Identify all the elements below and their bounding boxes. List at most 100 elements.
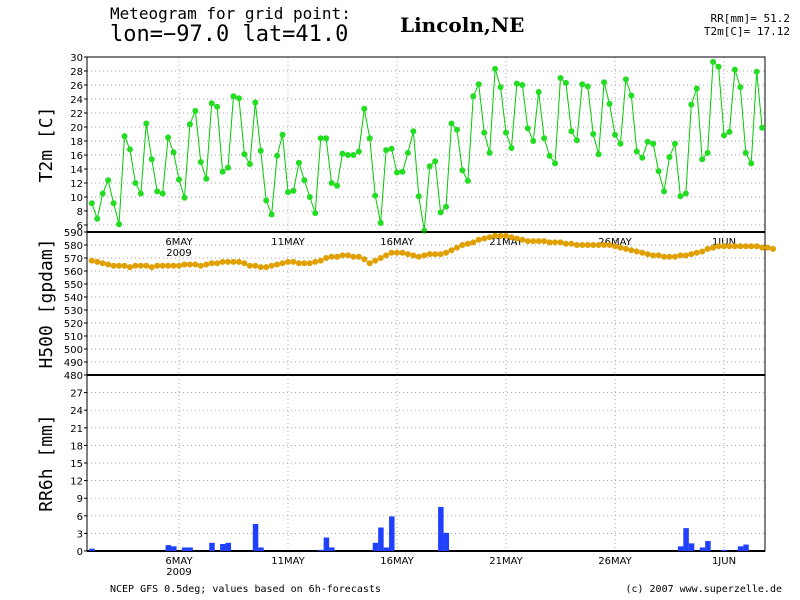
h500-point (214, 260, 221, 267)
h500-point (573, 242, 580, 248)
year-label: 2009 (166, 248, 191, 259)
y-tick-label: 12 (70, 477, 83, 488)
t2m-point (394, 169, 400, 176)
t2m-point (176, 176, 182, 183)
h500-point (764, 244, 771, 251)
t2m-point (601, 79, 608, 86)
precip-bar (721, 549, 727, 551)
h500-point (650, 252, 657, 259)
h500-point (579, 242, 586, 248)
y-tick-label: 560 (64, 267, 83, 278)
t2m-point (432, 158, 439, 165)
precip-bar (743, 544, 749, 551)
t2m-point (475, 81, 482, 88)
h500-point (203, 261, 210, 268)
t2m-point (137, 190, 144, 197)
t2m-point (306, 194, 313, 200)
precip-bar (209, 542, 215, 551)
t2m-point (99, 190, 106, 197)
t2m-point (323, 135, 330, 142)
h500-point (737, 243, 744, 250)
y-tick-label: 570 (64, 254, 83, 265)
h500-point (568, 240, 575, 247)
y-tick-label: 18 (70, 137, 83, 148)
y-tick-label: 530 (64, 306, 83, 317)
t2m-point (590, 131, 597, 137)
y-tick-label: 18 (70, 441, 83, 452)
t2m-point (612, 131, 618, 138)
copyright-credit: (c) 2007 www.superzelle.de (625, 584, 782, 595)
t2m-point (312, 210, 319, 217)
y-tick-label: 10 (70, 193, 83, 204)
h500-point (121, 262, 128, 269)
h500-point (759, 244, 766, 251)
t2m-point (661, 188, 668, 195)
t2m-point (186, 121, 193, 128)
y-tick-label: 0 (77, 547, 83, 558)
t2m-series-line (91, 60, 763, 231)
h500-point (590, 242, 597, 248)
t2m-point (677, 193, 684, 200)
h500-point (285, 258, 291, 265)
t2m-point (105, 177, 112, 184)
y-tick-label: 21 (70, 424, 83, 435)
h500-point (524, 238, 531, 245)
h500-point (742, 243, 749, 250)
precip-bar (252, 524, 259, 551)
h500-point (143, 262, 150, 269)
grid-point-coordinates: lon=−97.0 lat=41.0 (110, 22, 349, 47)
t2m-point (541, 135, 548, 142)
y-tick-label: 6 (77, 221, 83, 232)
y-tick-label: 520 (64, 319, 83, 330)
precip-bar (389, 516, 395, 551)
t2m-point (328, 180, 335, 186)
precip-bar (329, 547, 335, 551)
t2m-point (415, 193, 422, 200)
t2m-point (301, 177, 308, 184)
precip-bar (378, 527, 384, 551)
h500-point (453, 244, 460, 251)
t2m-point (584, 83, 591, 90)
y-tick-label: 590 (64, 228, 83, 239)
h500-point (306, 260, 313, 267)
t2m-point (513, 80, 520, 87)
precip-bar (438, 507, 444, 551)
t2m-point (443, 203, 450, 210)
t2m-point (257, 147, 264, 154)
h500-point (562, 240, 569, 247)
t2m-point (421, 227, 428, 234)
t2m-point (682, 190, 689, 197)
h500-point (344, 252, 351, 259)
t2m-point (639, 154, 646, 161)
h500-point (699, 248, 706, 255)
h500-point (448, 247, 455, 254)
h500-point (208, 260, 215, 267)
x-tick-label: 1JUN (712, 556, 736, 567)
t2m-point (214, 103, 221, 110)
y-tick-label: 580 (64, 241, 83, 252)
h500-point (541, 238, 548, 245)
t2m-point (650, 140, 657, 147)
h500-point (116, 262, 123, 269)
x-tick-label: 1JUN (712, 237, 736, 248)
precip-bar (165, 545, 172, 551)
h500-point (426, 251, 433, 258)
y-tick-label: 15 (70, 459, 83, 470)
h500-point (628, 247, 635, 254)
h500-point (748, 243, 755, 250)
h500-point (682, 252, 689, 259)
x-tick-label: 6MAY (165, 556, 193, 567)
y-tick-label: 30 (70, 53, 83, 64)
h500-point (192, 261, 199, 268)
t2m-point (497, 84, 504, 91)
t2m-point (519, 82, 526, 88)
h500-point (137, 262, 144, 269)
h500-point (688, 251, 695, 258)
t2m-point (339, 150, 346, 157)
h500-point (94, 258, 101, 265)
t2m-point (159, 190, 166, 197)
t2m-point (464, 177, 471, 184)
t2m-point (530, 138, 537, 144)
h500-point (88, 257, 95, 264)
t2m-point (235, 95, 242, 102)
